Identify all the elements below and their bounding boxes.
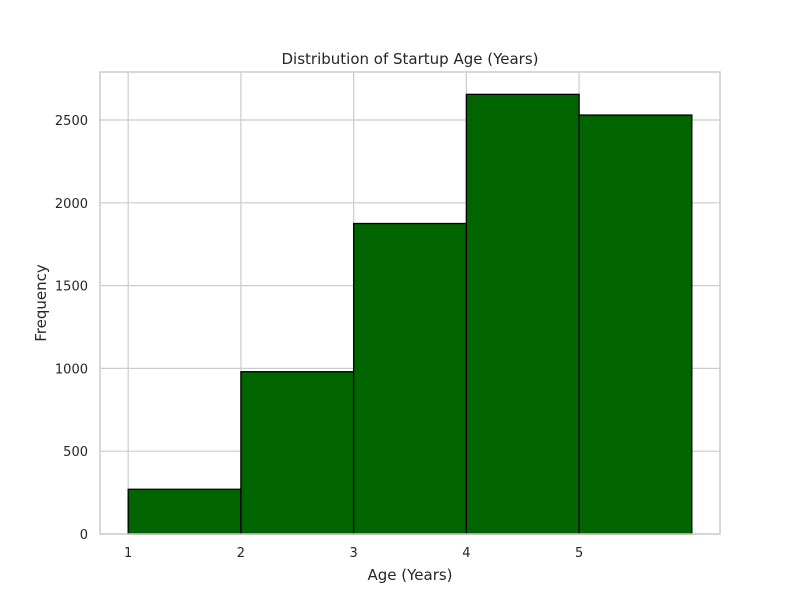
y-tick-label: 1000 — [55, 362, 88, 377]
y-axis-label: Frequency — [32, 264, 50, 342]
histogram-bar — [127, 488, 242, 535]
bars-group — [127, 93, 693, 535]
y-tick-label: 500 — [63, 445, 88, 460]
x-tick-label: 1 — [124, 546, 132, 561]
histogram-bar — [578, 114, 693, 535]
histogram-bar — [465, 93, 580, 535]
y-tick-label: 0 — [80, 528, 88, 543]
y-tick-labels: 0 500 1000 1500 2000 2500 — [55, 114, 88, 543]
x-tick-label: 4 — [462, 546, 470, 561]
x-tick-labels: 1 2 3 4 5 — [124, 546, 583, 561]
plot-frame — [99, 71, 721, 535]
x-axis-label: Age (Years) — [367, 566, 452, 584]
x-tick-label: 5 — [575, 546, 583, 561]
y-tick-label: 2000 — [55, 197, 88, 212]
y-tick-label: 2500 — [55, 114, 88, 129]
histogram-bar — [352, 222, 468, 535]
x-tick-label: 3 — [349, 546, 357, 561]
chart-title: Distribution of Startup Age (Years) — [282, 50, 539, 68]
histogram-bar — [240, 371, 355, 535]
y-tick-label: 1500 — [55, 280, 88, 295]
x-tick-label: 2 — [237, 546, 245, 561]
